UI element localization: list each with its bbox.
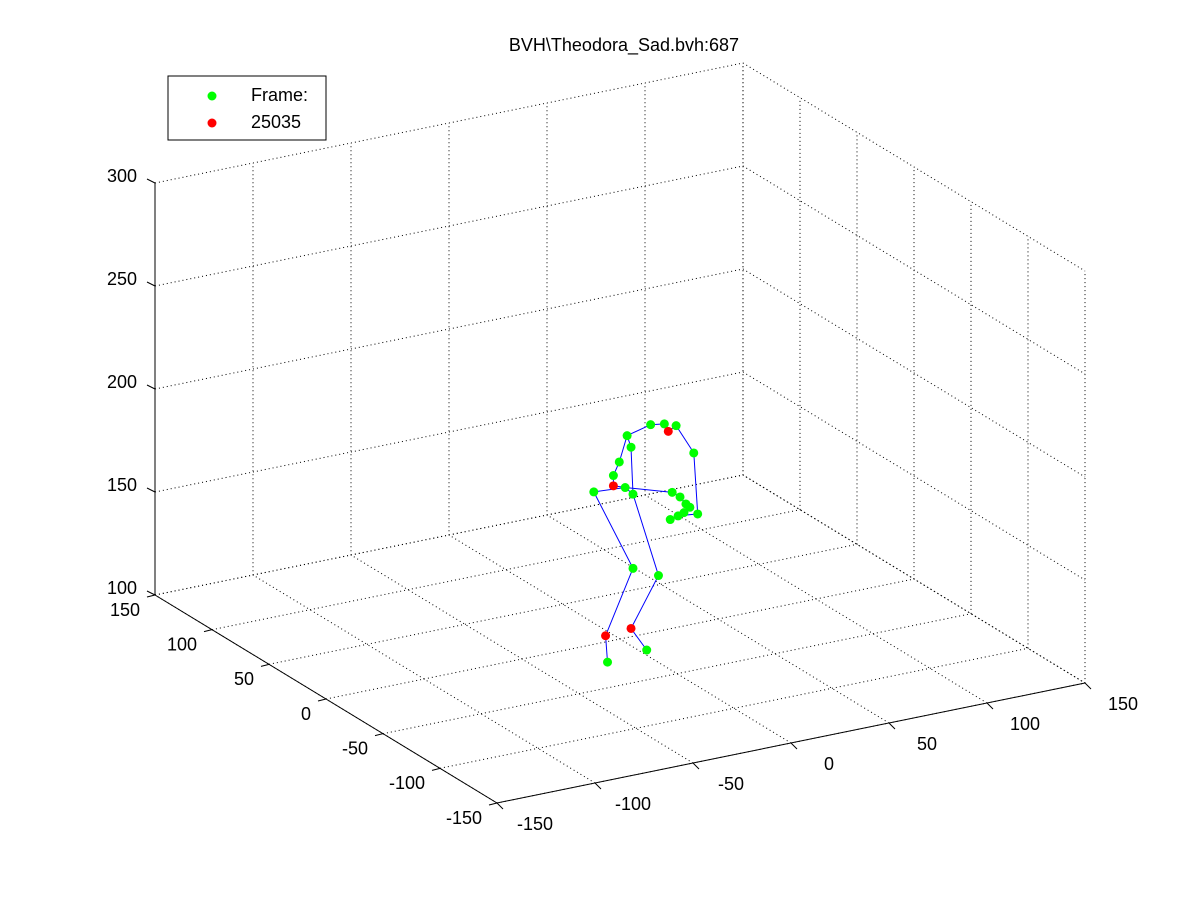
- x-tick: [594, 782, 602, 790]
- z-tick-label: 300: [107, 166, 137, 186]
- x-tick: [1084, 682, 1092, 690]
- joint-marker: [689, 448, 699, 458]
- joint-marker: [659, 419, 669, 429]
- joint-marker: [603, 657, 613, 667]
- y-tick: [488, 802, 498, 806]
- joint-marker: [614, 457, 624, 467]
- joint-marker: [673, 511, 683, 521]
- y-tick: [431, 767, 441, 771]
- joint-marker: [626, 442, 636, 452]
- joint-marker: [675, 492, 685, 502]
- z-tick: [146, 178, 156, 184]
- z-tick-label: 250: [107, 269, 137, 289]
- z-tick: [146, 281, 156, 287]
- joint-marker: [653, 571, 663, 581]
- joint-marker: [693, 509, 703, 519]
- z-tick: [146, 384, 156, 390]
- grid-line: [439, 236, 1029, 769]
- grid-line: [268, 132, 858, 665]
- y-tick-label: 50: [234, 669, 254, 689]
- grid-line: [154, 165, 1086, 375]
- y-tick: [317, 698, 327, 702]
- joint-marker: [671, 421, 681, 431]
- y-tick-label: 100: [167, 634, 197, 654]
- joint-marker: [626, 623, 636, 633]
- x-tick-label: -100: [615, 794, 651, 814]
- grid-line: [154, 474, 1086, 684]
- legend-label: Frame:: [251, 85, 308, 105]
- z-tick-label: 100: [107, 578, 137, 598]
- joint-marker: [646, 420, 656, 430]
- y-tick-label: -100: [389, 773, 425, 793]
- joint-marker: [685, 502, 695, 512]
- y-tick-label: -150: [446, 808, 482, 828]
- z-tick: [146, 487, 156, 493]
- joint-marker: [622, 431, 632, 441]
- joint-marker: [628, 563, 638, 573]
- y-tick-label: 0: [301, 704, 311, 724]
- joint-marker: [667, 487, 677, 497]
- joint-marker: [608, 471, 618, 481]
- legend-marker: [207, 118, 217, 128]
- x-tick-label: 0: [824, 754, 834, 774]
- x-tick-label: 150: [1108, 694, 1138, 714]
- legend-label: 25035: [251, 112, 301, 132]
- x-tick-label: 50: [917, 734, 937, 754]
- legend-box: [167, 75, 327, 141]
- grid-line: [154, 371, 1086, 581]
- x-tick-label: 100: [1010, 714, 1040, 734]
- x-tick-label: -150: [517, 814, 553, 834]
- grid-line: [382, 201, 972, 735]
- y-tick: [146, 594, 156, 598]
- joint-marker: [628, 489, 638, 499]
- legend-marker: [207, 91, 217, 101]
- joint-marker: [663, 426, 673, 436]
- z-tick-label: 200: [107, 372, 137, 392]
- joint-marker: [601, 631, 611, 641]
- y-tick: [203, 629, 213, 633]
- z-tick-label: 150: [107, 475, 137, 495]
- x-tick: [496, 802, 504, 810]
- chart-title: BVH\Theodora_Sad.bvh:687: [509, 35, 739, 56]
- joint-marker: [665, 515, 675, 525]
- grid-line: [154, 268, 1086, 478]
- joint-marker: [620, 483, 630, 493]
- grid-line: [211, 97, 801, 631]
- y-tick: [260, 663, 270, 667]
- x-tick: [692, 762, 700, 770]
- x-tick: [986, 702, 994, 710]
- y-tick-label: 150: [110, 600, 140, 620]
- joint-marker: [589, 487, 599, 497]
- z-tick: [146, 590, 156, 596]
- joint-marker: [608, 481, 618, 491]
- x-tick: [888, 722, 896, 730]
- y-tick: [374, 733, 384, 737]
- x-tick: [790, 742, 798, 750]
- y-tick-label: -50: [342, 738, 368, 758]
- grid-line: [154, 62, 1086, 272]
- joint-marker: [642, 645, 652, 655]
- x-tick-label: -50: [718, 774, 744, 794]
